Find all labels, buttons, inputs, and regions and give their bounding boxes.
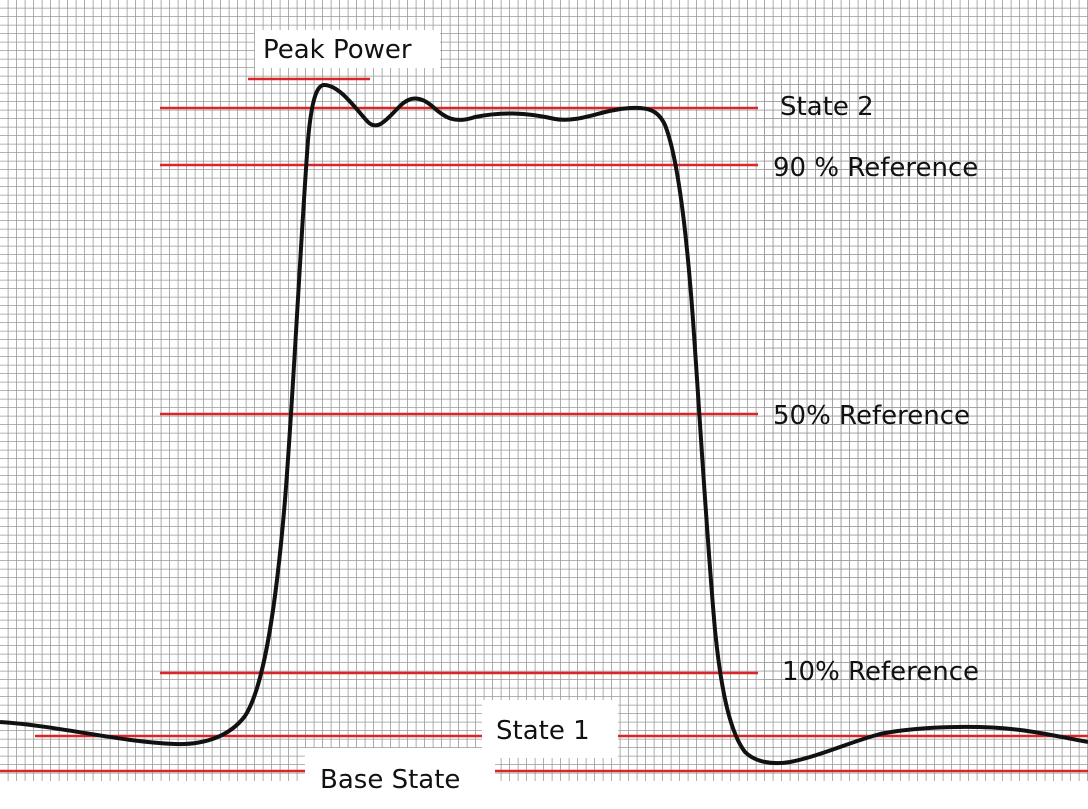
state-1-label: State 1 — [496, 716, 590, 746]
ref-10-label: 10% Reference — [782, 657, 979, 687]
base-state-label: Base State — [320, 765, 460, 795]
right-label-box — [762, 80, 1088, 700]
state-1-label-box — [482, 700, 618, 758]
base-state-label-box — [305, 748, 495, 809]
state-2-label: State 2 — [780, 92, 874, 122]
ref-50-label: 50% Reference — [773, 401, 970, 431]
peak-power-label: Peak Power — [263, 35, 412, 65]
peak-label-box — [255, 30, 440, 68]
ref-90-label: 90 % Reference — [773, 153, 978, 183]
pulse-waveform — [0, 83, 1088, 766]
